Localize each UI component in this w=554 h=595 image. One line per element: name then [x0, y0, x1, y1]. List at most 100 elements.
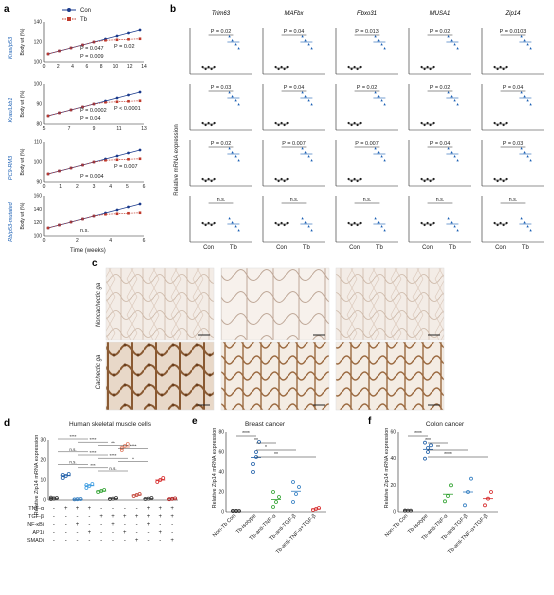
- panel-b-tb-point: [234, 155, 237, 158]
- panel-b-xtick: Con: [495, 245, 506, 251]
- panel-d-sign: -: [88, 538, 90, 544]
- panel-b-con-point: [423, 67, 426, 71]
- panel-f-ytick: 60: [390, 430, 396, 436]
- panel-a-tb-point: [104, 100, 107, 104]
- panel-b-con-point: [429, 179, 432, 183]
- panel-a-ytick: 110: [34, 140, 42, 146]
- panel-d-sign: +: [111, 514, 115, 520]
- panel-a-xlabel: Time (weeks): [70, 248, 106, 254]
- panel-b-tb-point: [377, 95, 380, 98]
- panel-b-con-point: [277, 67, 280, 71]
- panel-b-con-point: [213, 65, 216, 69]
- panel-d-sign: -: [77, 530, 79, 536]
- panel-b-tb-point: [310, 47, 313, 50]
- panel-d-sign: -: [100, 530, 102, 536]
- panel-a-ylabel: Body wt (%): [20, 90, 26, 117]
- panel-b-tb-point: [380, 43, 383, 46]
- panel-b-tb-point: [228, 91, 231, 94]
- panel-b-tb-point: [228, 147, 231, 150]
- panel-a-xtick: 6: [143, 184, 146, 190]
- panel-b-con-point: [350, 123, 353, 127]
- panel-b-con-point: [356, 123, 359, 127]
- panel-d-sig-label: ****: [69, 434, 76, 439]
- panel-b-tb-point: [377, 39, 380, 42]
- panel-b-con-point: [432, 65, 435, 69]
- panel-d-point: [90, 482, 95, 486]
- panel-b-con-point: [423, 123, 426, 127]
- panel-d-sign: -: [136, 506, 138, 512]
- panel-d-sign: +: [64, 506, 68, 512]
- panel-b-con-point: [420, 65, 423, 69]
- panel-f-point: [463, 503, 467, 508]
- panel-e-ytick: 60: [218, 450, 224, 456]
- panel-f-ytick: 0: [393, 510, 396, 516]
- panel-d-sign: +: [159, 530, 163, 536]
- panel-a-tb-point: [127, 211, 130, 215]
- panel-b-subplot: P = 0.02: [408, 28, 471, 75]
- panel-b-con-point: [286, 65, 289, 69]
- panel-b-tb-point: [231, 39, 234, 42]
- panel-b-tb-point: [301, 91, 304, 94]
- panel-b-con-point: [356, 179, 359, 183]
- panel-a-ytick: 100: [34, 160, 43, 166]
- panel-b-con-point: [423, 179, 426, 183]
- panel-b-tb-point: [523, 95, 526, 98]
- panel-b-tb-point: [374, 217, 377, 220]
- panel-d-sign: -: [124, 538, 126, 544]
- panel-b-subplot: P = 0.007: [262, 140, 325, 187]
- panel-b-ylabel: Relative mRNA expression: [174, 124, 180, 195]
- panel-b-tb-point: [304, 39, 307, 42]
- panel-b-con-point: [505, 221, 508, 225]
- panel-a-tb-point: [127, 37, 130, 41]
- panel-d-ylabel: Relative Zip14 mRNA expression: [34, 435, 40, 516]
- panel-a-xtick: 2: [76, 184, 79, 190]
- panel-b-con-point: [353, 65, 356, 69]
- panel-e-ytick: 20: [218, 490, 224, 496]
- panel-b-tb-point: [237, 159, 240, 162]
- panel-d-sign: +: [147, 506, 151, 512]
- panel-d-ytick: 30: [40, 438, 46, 444]
- panel-d-sign: +: [135, 514, 139, 520]
- panel-d-sign: -: [65, 530, 67, 536]
- panel-b-con-point: [277, 123, 280, 127]
- panel-b-pvalue: P = 0.0103: [500, 29, 527, 35]
- panel-b-con-point: [350, 67, 353, 71]
- legend-tb-marker: [67, 17, 71, 21]
- panel-e-point: [291, 500, 295, 504]
- panel-a-tb-line: [47, 212, 141, 229]
- panel-b-con-point: [359, 177, 362, 181]
- panel-a-xtick: 1: [59, 184, 62, 190]
- panel-f-sig-label: **: [436, 445, 440, 451]
- panel-b-con-point: [280, 121, 283, 125]
- panel-d-sign: -: [65, 538, 67, 544]
- panel-d-sig-label: ***: [90, 463, 96, 468]
- panel-b-con-point: [274, 177, 277, 181]
- panel-d-sign: -: [88, 522, 90, 528]
- panel-b-tb-point: [234, 99, 237, 102]
- panel-b-gene-title: MUSA1: [430, 11, 451, 17]
- panel-d-sign: -: [65, 522, 67, 528]
- panel-d-sign: +: [76, 522, 80, 528]
- panel-b-con-point: [204, 123, 207, 127]
- panel-d-sign: +: [123, 530, 127, 536]
- panel-c-row-label-1: Noncachectic ga: [96, 282, 102, 327]
- panel-b-con-point: [493, 177, 496, 181]
- panel-a-xtick: 10: [113, 64, 119, 70]
- panel-b-pvalue: n.s.: [217, 197, 226, 203]
- panel-d-point: [60, 476, 65, 480]
- panel-b-tb-point: [380, 99, 383, 102]
- panel-b-tb-point: [380, 155, 383, 158]
- panel-f-xtick: Non-Tb Con: [384, 513, 409, 538]
- panel-b-subplot: P = 0.04: [408, 140, 471, 187]
- panel-f-xtick: Tb-anti-TNF-α+TGF-β: [447, 513, 489, 555]
- panel-d-sign: -: [171, 530, 173, 536]
- panel-a-xtick: 14: [141, 64, 147, 70]
- panel-b-tb-point: [523, 151, 526, 154]
- panel-d-sign: +: [88, 530, 92, 536]
- panel-a-model-label: Rb/p53-mutated: [8, 201, 14, 241]
- panel-f-point: [423, 440, 427, 445]
- panel-b-tb-point: [377, 151, 380, 154]
- panel-a-ytick: 120: [34, 40, 43, 46]
- panel-b-con-point: [204, 223, 207, 227]
